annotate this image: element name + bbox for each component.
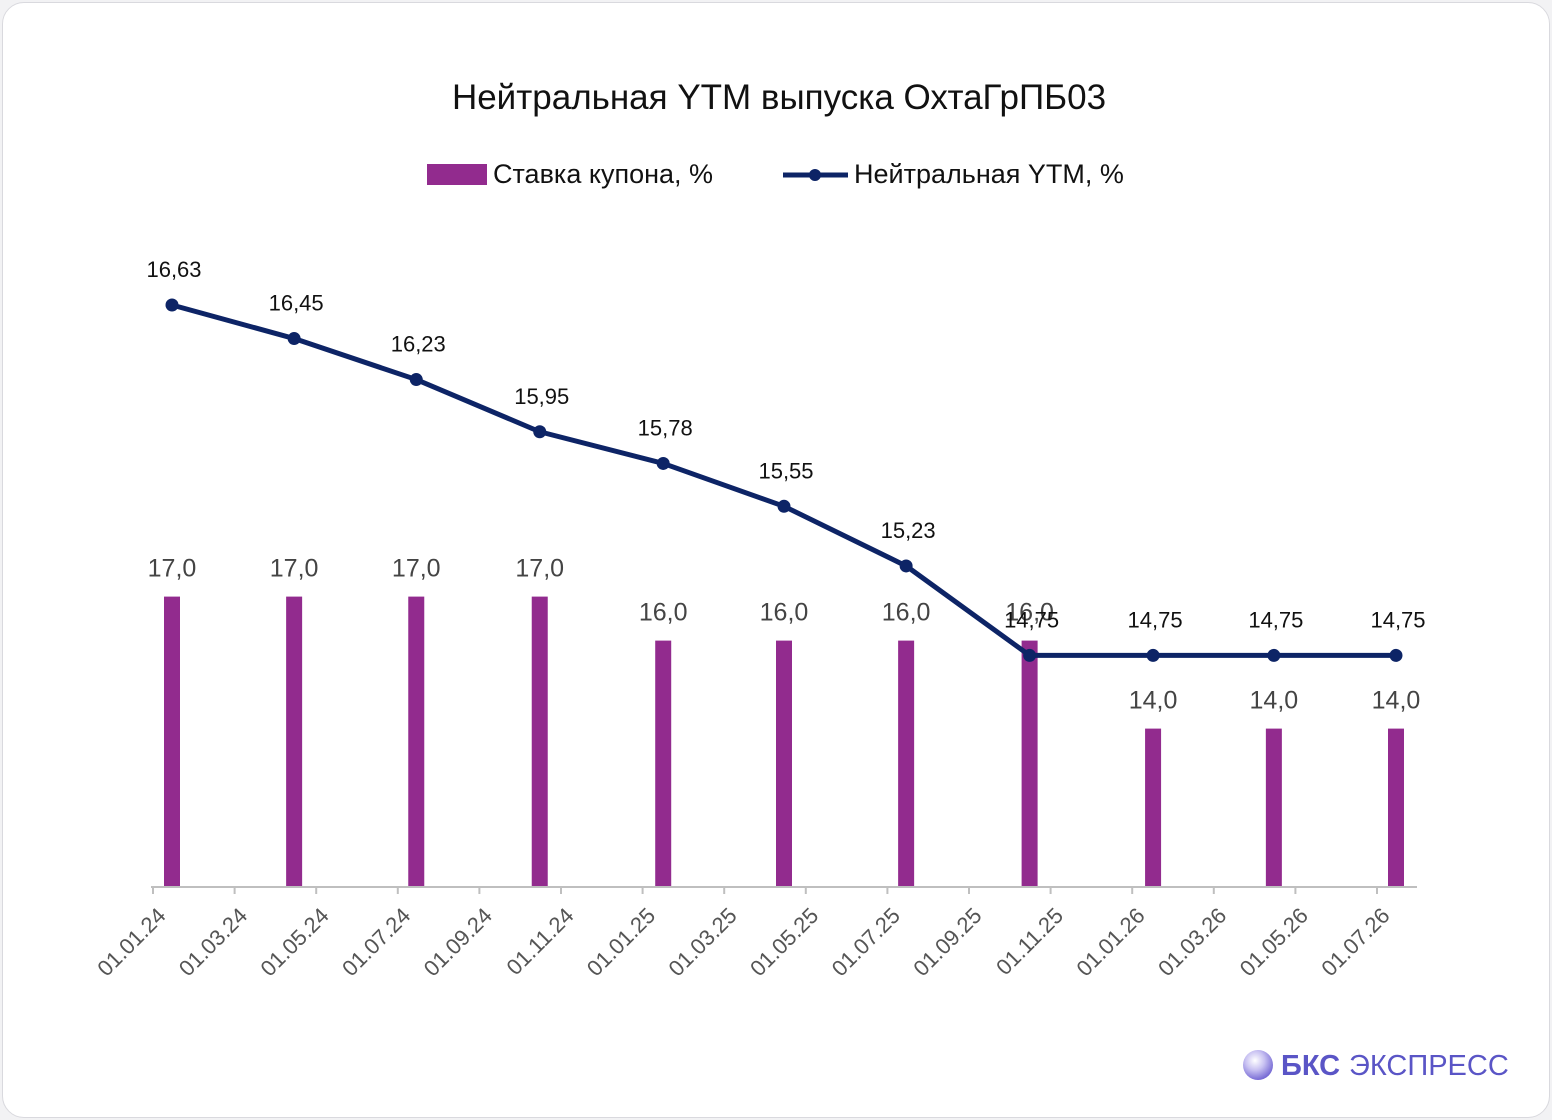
x-tick-label: 01.01.25	[582, 903, 660, 981]
ytm-label: 14,75	[1248, 607, 1303, 632]
legend-label-coupon: Ставка купона, %	[493, 159, 713, 189]
coupon-bar-label: 17,0	[270, 555, 319, 583]
coupon-bar	[286, 596, 303, 887]
ytm-point	[1389, 648, 1403, 662]
coupon-bar-label: 17,0	[515, 555, 564, 583]
x-tick-label: 01.01.26	[1072, 903, 1150, 981]
x-tick-label: 01.11.24	[501, 903, 578, 980]
ytm-label: 16,45	[269, 291, 324, 316]
coupon-bar	[164, 596, 180, 887]
legend-label-ytm: Нейтральная YTM, %	[854, 159, 1124, 189]
x-tick-label: 01.03.24	[174, 903, 252, 981]
ytm-label: 14,75	[1128, 607, 1183, 632]
coupon-bar	[1021, 640, 1038, 887]
legend-swatch-coupon	[427, 164, 487, 185]
coupon-bar	[1388, 728, 1404, 887]
chart: Нейтральная YTM выпуска ОхтаГрПБ03 Ставк…	[92, 78, 1509, 1082]
ytm-label: 14,75	[1370, 607, 1425, 632]
coupon-bar-label: 16,0	[639, 599, 688, 627]
ytm-point	[409, 373, 423, 387]
ytm-point	[165, 298, 179, 312]
ytm-label: 16,23	[391, 332, 446, 357]
x-tick-label: 01.09.25	[908, 903, 986, 981]
coupon-bar-label: 14,0	[1372, 687, 1421, 715]
ytm-label: 16,63	[146, 257, 201, 282]
coupon-bar-label: 14,0	[1250, 687, 1299, 715]
ytm-label: 15,55	[758, 458, 813, 483]
x-tick-label: 01.05.26	[1235, 903, 1313, 981]
brand-name: ЭКСПРЕСС	[1349, 1050, 1509, 1082]
coupon-bar	[655, 640, 672, 887]
x-tick-label: 01.07.26	[1316, 903, 1394, 981]
brand-logo: БКС ЭКСПРЕСС	[1243, 1050, 1509, 1082]
coupon-bar	[1265, 728, 1282, 887]
brand-name-bold: БКС	[1281, 1050, 1340, 1082]
ytm-label: 14,75	[1004, 607, 1059, 632]
x-tick-label: 01.03.25	[664, 903, 742, 981]
ytm-point	[1267, 648, 1281, 662]
ytm-point	[656, 456, 670, 470]
coupon-bar-label: 14,0	[1129, 687, 1178, 715]
coupon-bar-label: 17,0	[148, 555, 197, 583]
legend: Ставка купона, % Нейтральная YTM, %	[427, 159, 1124, 189]
coupon-bar-label: 17,0	[392, 555, 441, 583]
x-tick-label: 01.09.24	[419, 903, 497, 981]
ytm-label: 15,23	[881, 518, 936, 543]
coupon-bar	[408, 596, 425, 887]
x-tick-label: 01.03.26	[1153, 903, 1231, 981]
ytm-point	[1023, 648, 1037, 662]
line-labels: 16,63 16,45 16,23 15,95 15,78 15,55 15,23 14,75…	[146, 257, 1425, 632]
ytm-point	[777, 499, 791, 513]
x-tick-label: 01.07.25	[827, 903, 905, 981]
x-tick-label: 01.07.24	[337, 903, 415, 981]
x-axis	[151, 886, 1417, 894]
coupon-bar-label: 16,0	[882, 599, 931, 627]
coupon-bar-label: 16,0	[1005, 599, 1054, 627]
coupon-bar	[531, 596, 548, 887]
x-tick-label: 01.11.25	[991, 903, 1068, 980]
coupon-bar	[1145, 728, 1162, 887]
x-tick-label: 01.05.24	[256, 903, 334, 981]
coupon-bar-label: 16,0	[760, 599, 809, 627]
ytm-point	[287, 332, 301, 346]
x-tick-label: 01.05.25	[745, 903, 823, 981]
ytm-label: 15,95	[514, 384, 569, 409]
bar-series	[164, 596, 1404, 887]
brand-orb-icon	[1243, 1050, 1273, 1080]
coupon-bar	[898, 640, 915, 887]
ytm-point	[899, 559, 913, 573]
ytm-point	[1146, 648, 1160, 662]
legend-marker-ytm	[809, 169, 821, 181]
ytm-label: 15,78	[638, 415, 693, 440]
line-series	[165, 298, 1403, 662]
x-tick-labels: 01.01.24 01.03.24 01.05.24 01.07.24 01.09.24…	[92, 903, 1394, 981]
chart-title: Нейтральная YTM выпуска ОхтаГрПБ03	[452, 78, 1106, 117]
ytm-point	[533, 425, 547, 439]
bar-labels: 17,0 17,0 17,0 17,0 16,0 16,0 16,0 16,0 14,0 14,0…	[148, 555, 1421, 715]
x-tick-label: 01.01.24	[92, 903, 170, 981]
coupon-bar	[776, 640, 792, 887]
